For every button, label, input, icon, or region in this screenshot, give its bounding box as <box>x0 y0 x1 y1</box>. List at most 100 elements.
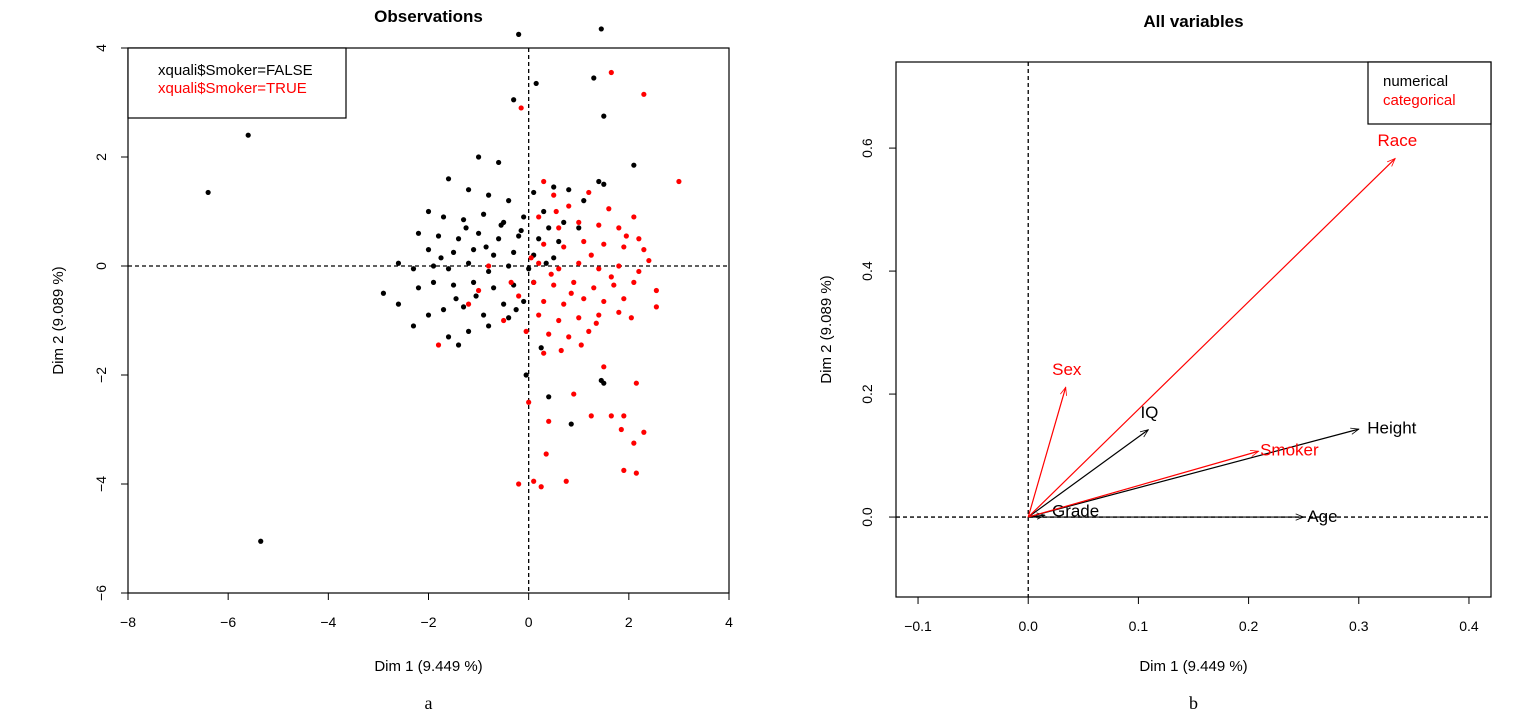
scatter-point-true <box>486 263 492 269</box>
scatter-point-true <box>641 91 647 97</box>
y-tick-label: 0.0 <box>859 507 875 527</box>
y-tick-label: 0.6 <box>859 138 875 158</box>
scatter-point-true <box>576 260 582 266</box>
scatter-point-false <box>450 249 457 255</box>
arrow-label-iq: IQ <box>1140 403 1158 422</box>
scatter-point-false <box>258 538 264 544</box>
scatter-point-true <box>561 301 567 307</box>
scatter-point-false <box>445 334 452 340</box>
scatter-point-false <box>395 260 402 266</box>
scatter-point-false <box>470 247 477 253</box>
scatter-point-false <box>598 26 604 32</box>
scatter-point-true <box>536 260 542 266</box>
scatter-point-false <box>536 236 542 242</box>
scatter-point-false <box>513 307 519 313</box>
scatter-point-true <box>621 296 627 302</box>
scatter-point-false <box>486 323 492 329</box>
scatter-point-true <box>526 399 532 405</box>
scatter-point-true <box>623 233 629 239</box>
scatter-point-false <box>450 282 457 288</box>
scatter-point-true <box>558 347 564 354</box>
scatter-point-false <box>496 159 502 166</box>
scatter-point-true <box>576 315 582 321</box>
y-tick-label: 4 <box>93 44 109 52</box>
scatter-point-true <box>523 328 529 334</box>
scatter-point-false <box>438 255 444 261</box>
scatter-point-true <box>596 222 602 228</box>
scatter-point-false <box>591 75 597 81</box>
y-tick-label: −2 <box>93 367 109 383</box>
scatter-point-true <box>631 440 637 446</box>
scatter-point-false <box>596 178 602 185</box>
scatter-point-true <box>571 391 577 397</box>
y-axis-label: Dim 2 (9.089 %) <box>50 266 67 374</box>
scatter-point-true <box>556 266 562 272</box>
x-tick-label: 0.3 <box>1349 618 1369 634</box>
scatter-point-true <box>608 274 614 280</box>
scatter-point-true <box>596 266 602 272</box>
scatter-point-false <box>581 198 587 204</box>
scatter-point-true <box>553 208 559 215</box>
scatter-point-false <box>523 372 529 378</box>
scatter-point-true <box>601 364 607 370</box>
legend-box <box>1367 61 1492 125</box>
arrow-label-height: Height <box>1367 419 1416 438</box>
scatter-point-true <box>541 241 547 247</box>
scatter-point-false <box>566 187 572 193</box>
x-tick-label: −8 <box>120 614 136 630</box>
scatter-point-false <box>546 225 552 231</box>
legend-entry: xquali$Smoker=TRUE <box>158 80 307 97</box>
scatter-point-true <box>676 178 682 185</box>
scatter-point-true <box>538 484 544 490</box>
scatter-point-true <box>618 426 624 433</box>
scatter-point-false <box>395 301 402 307</box>
scatter-point-false <box>538 345 544 351</box>
scatter-point-true <box>435 342 442 348</box>
scatter-point-false <box>491 252 497 258</box>
legend-entry: numerical <box>1383 73 1448 90</box>
scatter-point-false <box>465 260 472 266</box>
scatter-point-true <box>581 296 587 302</box>
scatter-point-true <box>588 413 594 419</box>
scatter-point-false <box>511 249 517 255</box>
arrow-label-sex: Sex <box>1052 360 1082 379</box>
scatter-point-true <box>566 334 572 340</box>
y-tick-label: 0.2 <box>859 384 875 404</box>
scatter-point-true <box>591 285 597 291</box>
y-tick-label: 0 <box>93 262 109 270</box>
scatter-point-true <box>563 478 569 484</box>
scatter-point-false <box>601 181 607 187</box>
scatter-point-false <box>506 198 512 204</box>
scatter-point-true <box>475 287 482 294</box>
scatter-point-true <box>621 467 627 473</box>
legend-box <box>127 47 347 119</box>
scatter-point-false <box>430 263 437 269</box>
scatter-point-false <box>501 301 507 307</box>
scatter-point-true <box>531 279 537 285</box>
scatter-point-false <box>380 290 387 296</box>
arrow-race <box>1027 159 1395 518</box>
scatter-point-true <box>516 481 522 487</box>
y-axis-label: Dim 2 (9.089 %) <box>818 275 835 383</box>
scatter-point-true <box>616 225 622 231</box>
scatter-point-true <box>631 214 637 220</box>
scatter-point-false <box>498 222 504 228</box>
scatter-point-true <box>546 331 552 337</box>
arrow-label-age: Age <box>1307 507 1337 526</box>
scatter-point-false <box>455 236 462 242</box>
scatter-point-true <box>586 189 592 196</box>
scatter-point-false <box>551 184 557 190</box>
scatter-point-false <box>470 279 477 285</box>
scatter-point-true <box>608 69 614 76</box>
scatter-point-false <box>533 80 539 87</box>
scatter-point-false <box>546 394 552 400</box>
scatter-point-true <box>518 105 524 111</box>
scatter-point-false <box>551 255 557 261</box>
scatter-point-true <box>606 206 612 212</box>
scatter-point-false <box>440 214 447 220</box>
scatter-point-false <box>425 247 432 253</box>
x-tick-label: 0.2 <box>1239 618 1259 634</box>
scatter-point-true <box>628 315 634 321</box>
scatter-point-true <box>541 350 547 356</box>
